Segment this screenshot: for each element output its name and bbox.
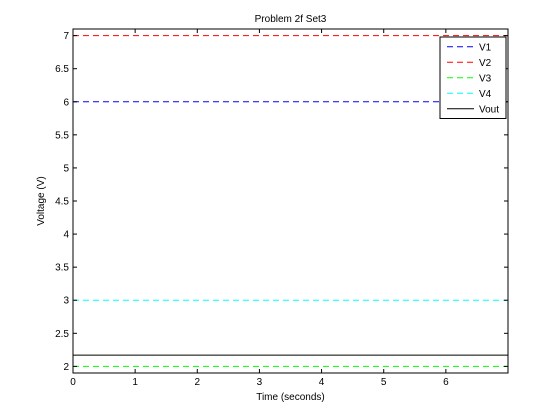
y-tick-label: 5.5 bbox=[55, 130, 69, 141]
y-tick-label: 2.5 bbox=[55, 329, 69, 340]
legend-label-v2: V2 bbox=[479, 58, 492, 69]
legend-items: V1 V2 V3 V4 Vout bbox=[447, 42, 499, 115]
y-tick-label: 6 bbox=[63, 97, 69, 108]
x-tick-label: 6 bbox=[443, 377, 449, 388]
x-tick-label: 4 bbox=[319, 377, 325, 388]
x-tick-label: 1 bbox=[132, 377, 138, 388]
legend-label-v3: V3 bbox=[479, 73, 492, 84]
x-tick-label: 2 bbox=[195, 377, 201, 388]
series-layer bbox=[73, 35, 508, 367]
y-tick-label: 3.5 bbox=[55, 263, 69, 274]
y-tick-label: 5 bbox=[63, 163, 69, 174]
legend: V1 V2 V3 V4 Vout bbox=[439, 36, 507, 119]
x-tick-label: 0 bbox=[70, 377, 76, 388]
y-tick-label: 6.5 bbox=[55, 64, 69, 75]
y-tick-label: 2 bbox=[63, 362, 69, 373]
tick-layer: 0 1 2 3 4 5 6 2 2.5 3 3.5 4 4.5 5 5.5 6 6.5 7 bbox=[55, 29, 508, 388]
y-axis-label: Voltage (V) bbox=[36, 176, 47, 225]
y-tick-label: 4.5 bbox=[55, 197, 69, 208]
legend-label-v4: V4 bbox=[479, 89, 492, 100]
chart-title: Problem 2f Set3 bbox=[255, 14, 327, 25]
y-tick-label: 7 bbox=[63, 31, 69, 42]
x-tick-label: 5 bbox=[381, 377, 387, 388]
legend-label-v1: V1 bbox=[479, 42, 492, 53]
legend-label-vout: Vout bbox=[479, 104, 499, 115]
x-tick-label: 3 bbox=[257, 377, 263, 388]
y-tick-label: 4 bbox=[63, 230, 69, 241]
x-axis-label: Time (seconds) bbox=[256, 392, 325, 403]
y-tick-label: 3 bbox=[63, 296, 69, 307]
